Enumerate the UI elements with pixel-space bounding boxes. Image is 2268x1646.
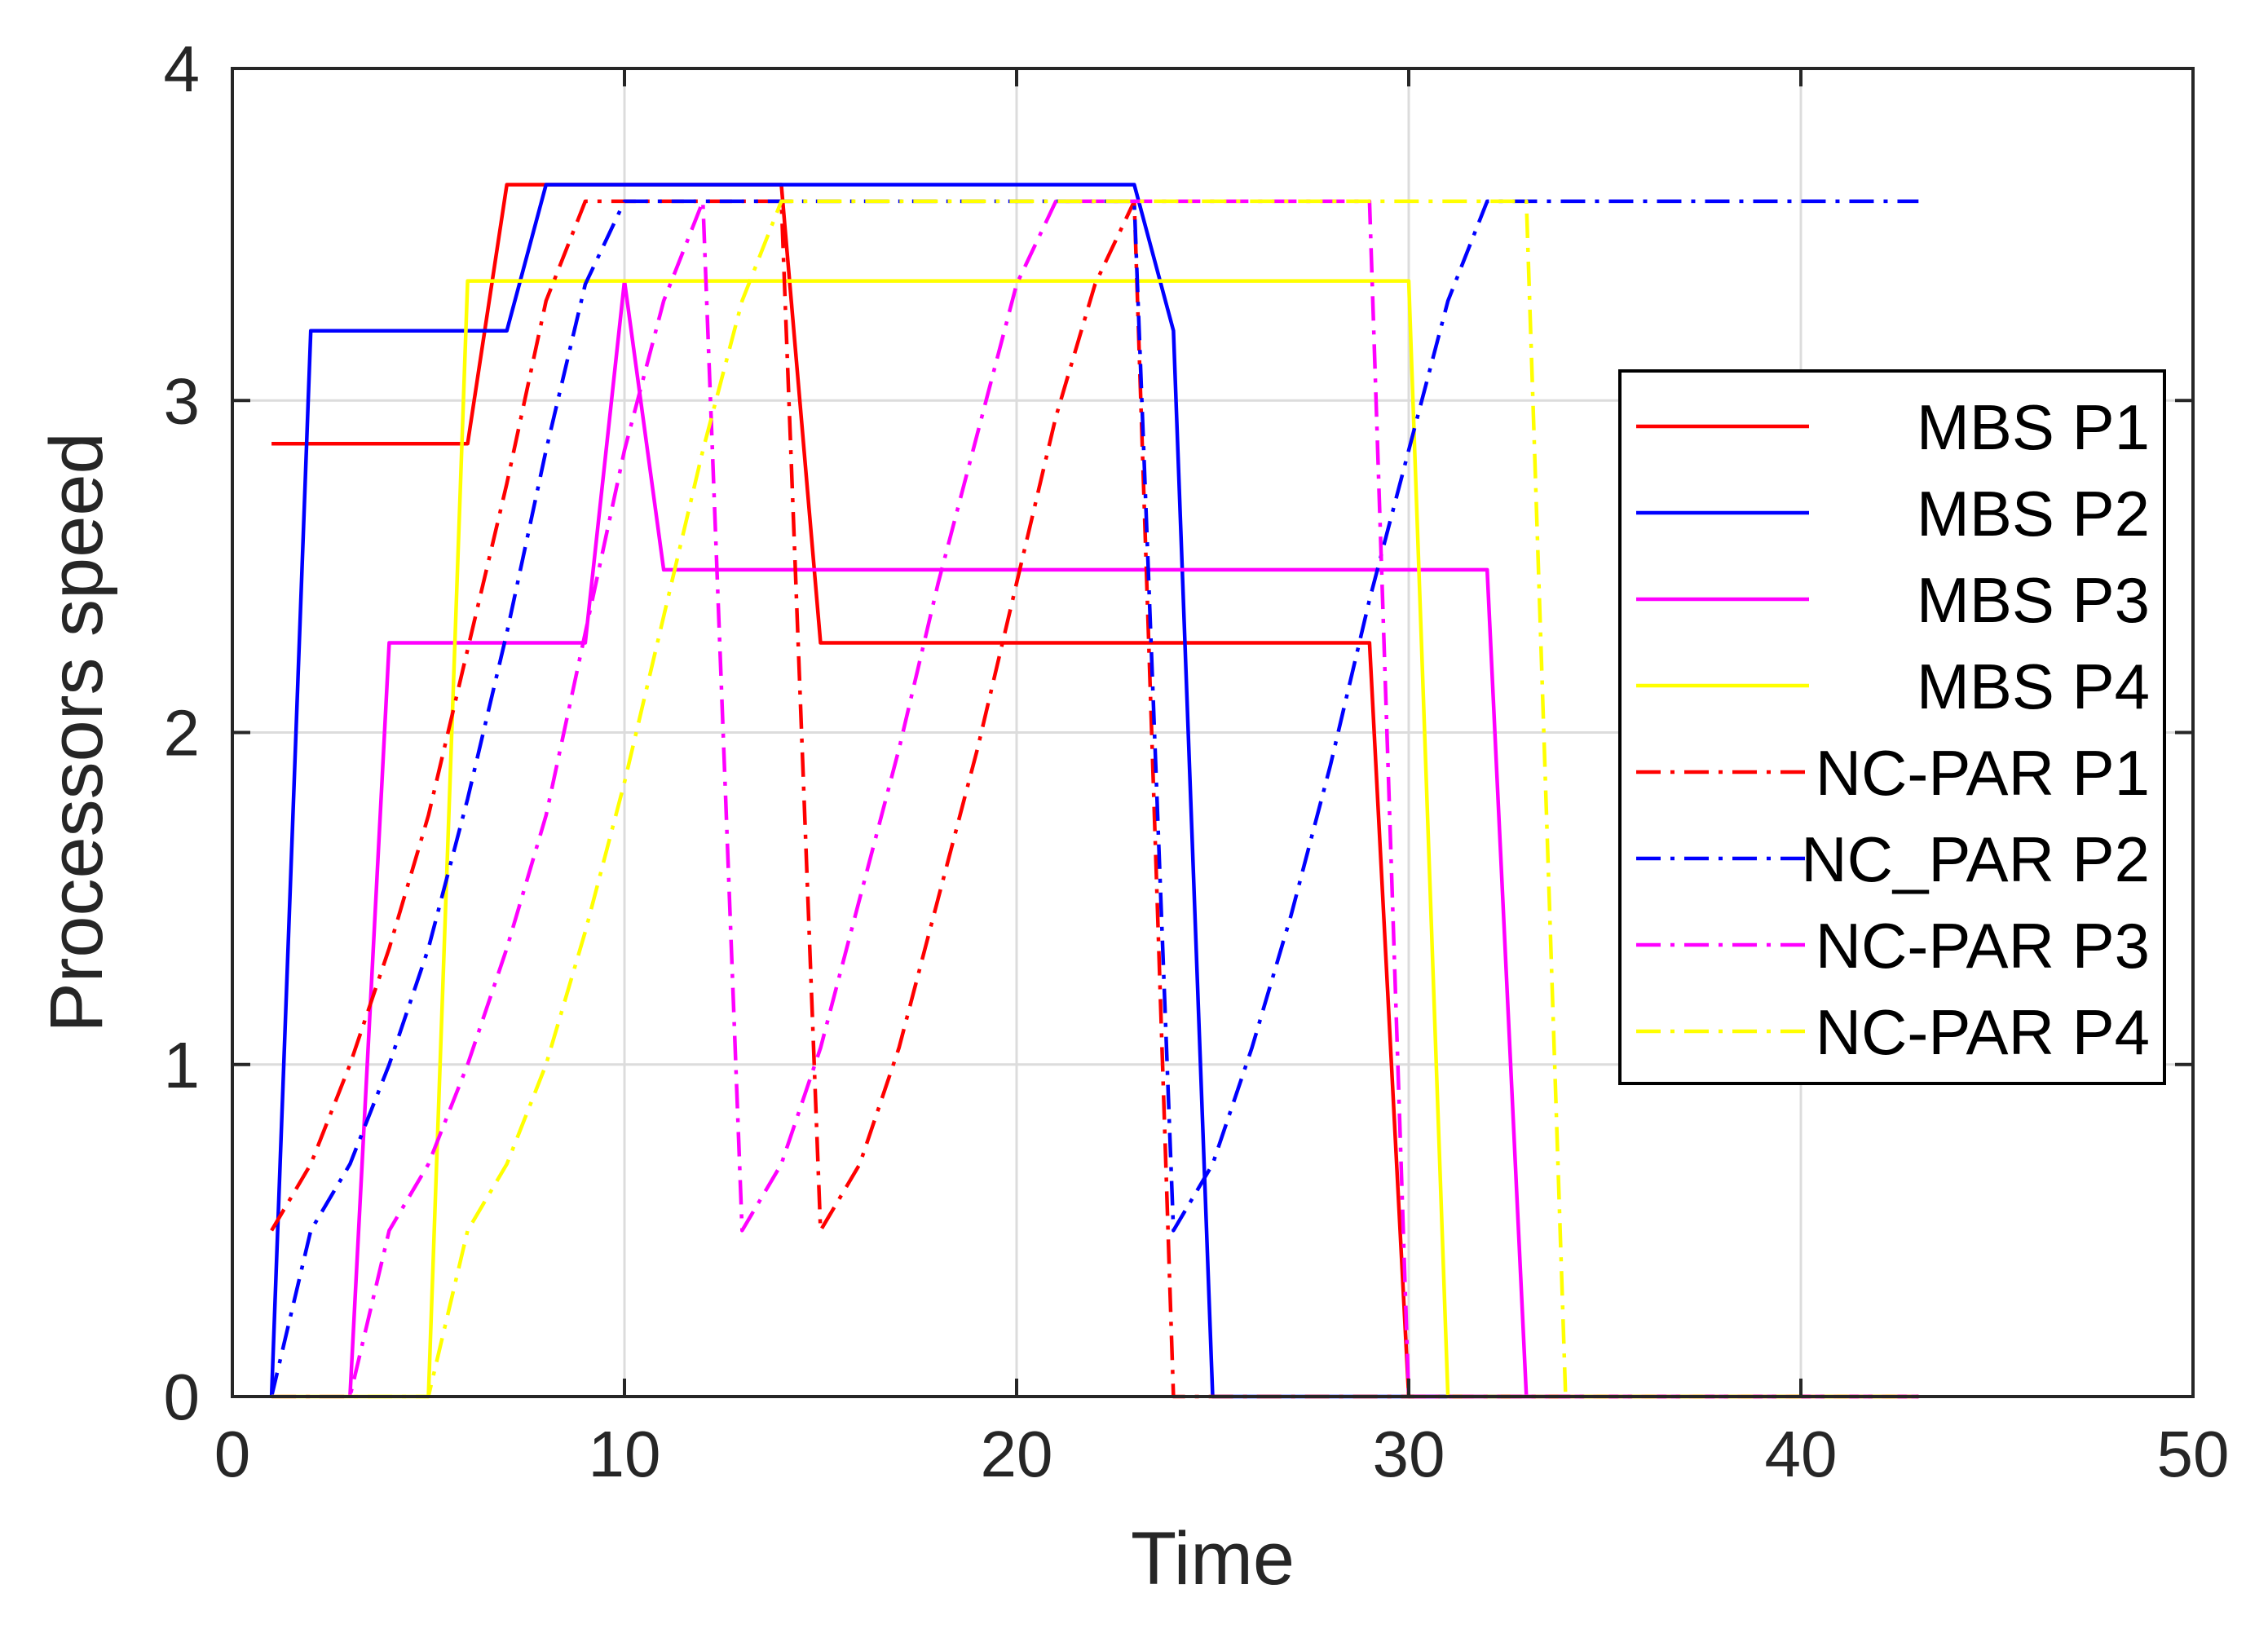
series-line-mbs-p1 <box>271 183 1919 1399</box>
y-tick-label: 4 <box>164 33 201 105</box>
x-tick-label: 40 <box>1765 1418 1838 1490</box>
legend-label-nc-par-p3: NC-PAR P3 <box>1816 910 2150 982</box>
x-tick-label: 20 <box>981 1418 1053 1490</box>
legend-label-nc-par-p2: NC_PAR P2 <box>1801 823 2150 895</box>
legend-box <box>1618 369 2166 1085</box>
x-axis-label: Time <box>1131 1517 1295 1600</box>
series-line-nc-par-p2 <box>269 199 1919 1397</box>
y-axis-label: Processors speed <box>35 432 118 1032</box>
y-tick-label: 1 <box>164 1029 201 1101</box>
legend-label-mbs-p3: MBS P3 <box>1917 564 2150 636</box>
legend-label-nc-par-p4: NC-PAR P4 <box>1816 996 2150 1068</box>
x-tick-label: 50 <box>2157 1418 2230 1490</box>
legend-label-nc-par-p1: NC-PAR P1 <box>1816 737 2150 809</box>
ticks: 0 10 20 30 40 50 0 1 2 3 4 <box>164 33 2230 1490</box>
y-tick-label: 3 <box>164 364 201 437</box>
series-line-mbs-p3 <box>348 279 1919 1399</box>
legend-label-mbs-p2: MBS P2 <box>1917 478 2150 549</box>
legend: MBS P1 MBS P2 MBS P3 MBS P4 NC-PAR P1 NC_PAR … <box>1618 369 2166 1085</box>
legend-label-mbs-p4: MBS P4 <box>1917 651 2150 722</box>
x-tick-label: 10 <box>589 1418 661 1490</box>
series-line-mbs-p2 <box>269 183 1919 1399</box>
legend-label-mbs-p1: MBS P1 <box>1917 391 2150 463</box>
y-tick-label: 0 <box>164 1361 201 1433</box>
series-line-nc-par-p3 <box>271 199 1919 1399</box>
series-line-nc-par-p1 <box>270 199 1919 1399</box>
x-tick-label: 30 <box>1373 1418 1445 1490</box>
series-line-nc-par-p4 <box>271 199 1919 1399</box>
series-lines <box>269 183 1919 1399</box>
x-tick-label: 0 <box>214 1418 251 1490</box>
y-tick-label: 2 <box>164 697 201 770</box>
